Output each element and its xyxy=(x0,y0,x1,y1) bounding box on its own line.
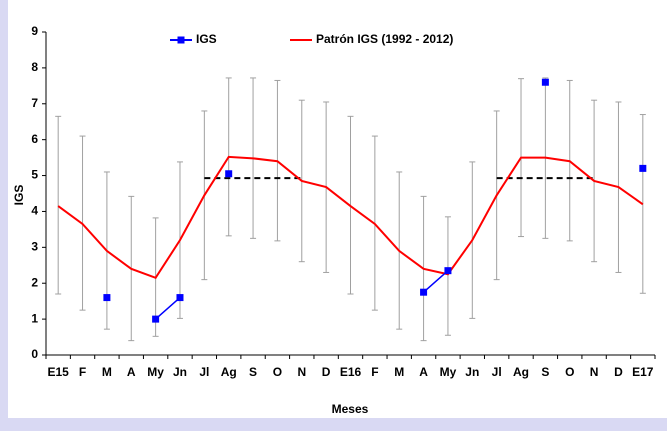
legend-marker xyxy=(177,36,185,44)
y-tick-label: 3 xyxy=(31,240,38,254)
y-tick-label: 1 xyxy=(31,311,38,325)
x-tick-label: E17 xyxy=(632,365,654,379)
y-tick-label: 2 xyxy=(31,275,38,289)
x-tick-label: O xyxy=(565,365,574,379)
point xyxy=(639,164,647,172)
point xyxy=(152,315,160,323)
x-tick-label: Ag xyxy=(221,365,237,379)
x-tick-label: N xyxy=(590,365,599,379)
x-tick-label: F xyxy=(371,365,378,379)
y-tick-label: 7 xyxy=(31,96,38,110)
point xyxy=(420,288,428,296)
x-tick-label: Jl xyxy=(492,365,502,379)
x-tick-label: A xyxy=(127,365,136,379)
y-tick-label: 0 xyxy=(31,347,38,361)
x-tick-label: N xyxy=(297,365,306,379)
x-tick-label: D xyxy=(322,365,331,379)
point xyxy=(541,78,549,86)
x-tick-label: E15 xyxy=(48,365,70,379)
x-tick-label: M xyxy=(394,365,404,379)
x-tick-label: E16 xyxy=(340,365,362,379)
y-axis-label: IGS xyxy=(12,185,26,206)
y-tick-label: 6 xyxy=(31,132,38,146)
point xyxy=(444,267,452,275)
x-tick-label: M xyxy=(102,365,112,379)
x-tick-label: F xyxy=(79,365,86,379)
x-tick-label: My xyxy=(440,365,457,379)
y-tick-label: 9 xyxy=(31,24,38,38)
x-tick-label: S xyxy=(249,365,257,379)
y-tick-label: 5 xyxy=(31,168,38,182)
x-tick-label: Jn xyxy=(465,365,479,379)
x-tick-label: A xyxy=(419,365,428,379)
series-line xyxy=(57,155,644,280)
point xyxy=(225,170,233,178)
y-tick-label: 4 xyxy=(31,204,38,218)
x-tick-label: O xyxy=(273,365,282,379)
point xyxy=(176,294,184,302)
y-tick-label: 8 xyxy=(31,60,38,74)
x-axis-label: Meses xyxy=(332,402,369,416)
x-tick-label: S xyxy=(541,365,549,379)
point xyxy=(103,294,111,302)
x-tick-label: D xyxy=(614,365,623,379)
legend-label: IGS xyxy=(196,32,217,46)
x-tick-label: My xyxy=(147,365,164,379)
x-tick-label: Jl xyxy=(199,365,209,379)
error-bar xyxy=(444,216,451,336)
x-tick-label: Jn xyxy=(173,365,187,379)
error-bar xyxy=(55,115,62,295)
legend-label: Patrón IGS (1992 - 2012) xyxy=(316,32,453,46)
plot-background xyxy=(8,0,667,418)
x-tick-label: Ag xyxy=(513,365,529,379)
